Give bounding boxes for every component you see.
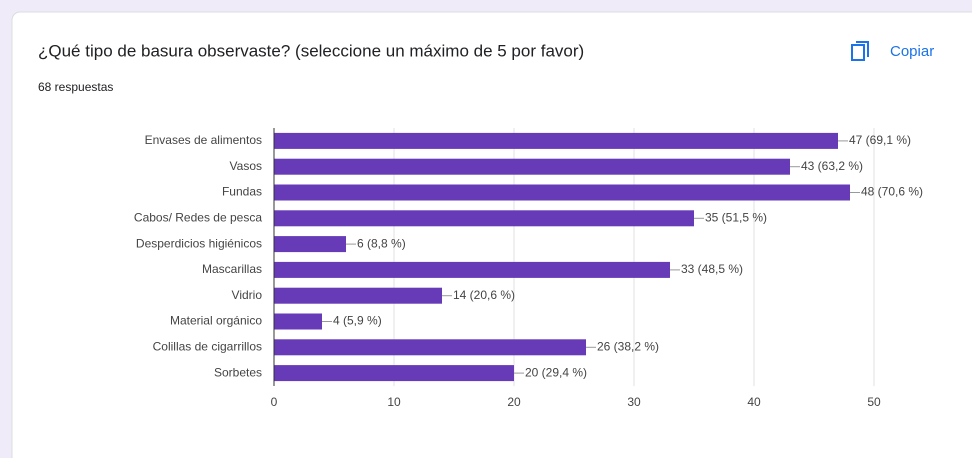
response-count: 68 respuestas (38, 80, 113, 94)
x-tick-label: 30 (627, 395, 641, 409)
bar (274, 184, 850, 201)
y-tick-label: Envases de alimentos (145, 133, 262, 147)
bar (274, 132, 838, 149)
copy-icon-back (856, 41, 869, 57)
bar (274, 339, 586, 356)
x-tick-label: 40 (747, 395, 761, 409)
copy-button[interactable]: Copiar (851, 41, 934, 61)
y-tick-label: Desperdicios higiénicos (136, 236, 262, 250)
copy-icon (851, 44, 865, 61)
y-tick-label: Mascarillas (202, 262, 262, 276)
chart-title: ¿Qué tipo de basura observaste? (selecci… (38, 41, 584, 60)
x-tick-label: 0 (271, 395, 278, 409)
bar (274, 210, 694, 227)
y-tick-label: Vidrio (232, 288, 263, 302)
value-label: 33 (48,5 %) (681, 262, 743, 276)
card (11, 11, 972, 458)
value-label: 26 (38,2 %) (597, 339, 659, 353)
copy-label[interactable]: Copiar (890, 43, 934, 60)
y-tick-label: Cabos/ Redes de pesca (134, 210, 262, 224)
value-label: 6 (8,8 %) (357, 236, 406, 250)
x-tick-label: 50 (867, 395, 881, 409)
bar (274, 261, 670, 278)
bar (274, 158, 790, 175)
y-tick-label: Fundas (222, 185, 262, 199)
bar (274, 313, 322, 330)
bar (274, 365, 514, 382)
value-label: 47 (69,1 %) (849, 133, 911, 147)
bar (274, 236, 346, 253)
x-tick-label: 20 (507, 395, 521, 409)
y-tick-label: Vasos (230, 159, 262, 173)
value-label: 14 (20,6 %) (453, 288, 515, 302)
value-label: 48 (70,6 %) (861, 185, 923, 199)
value-label: 20 (29,4 %) (525, 365, 587, 379)
y-tick-label: Sorbetes (214, 365, 262, 379)
value-label: 43 (63,2 %) (801, 159, 863, 173)
value-label: 35 (51,5 %) (705, 210, 767, 224)
x-tick-label: 10 (387, 395, 401, 409)
y-tick-label: Colillas de cigarrillos (153, 339, 262, 353)
y-tick-label: Material orgánico (170, 314, 262, 328)
value-label: 4 (5,9 %) (333, 314, 382, 328)
bar (274, 287, 442, 304)
